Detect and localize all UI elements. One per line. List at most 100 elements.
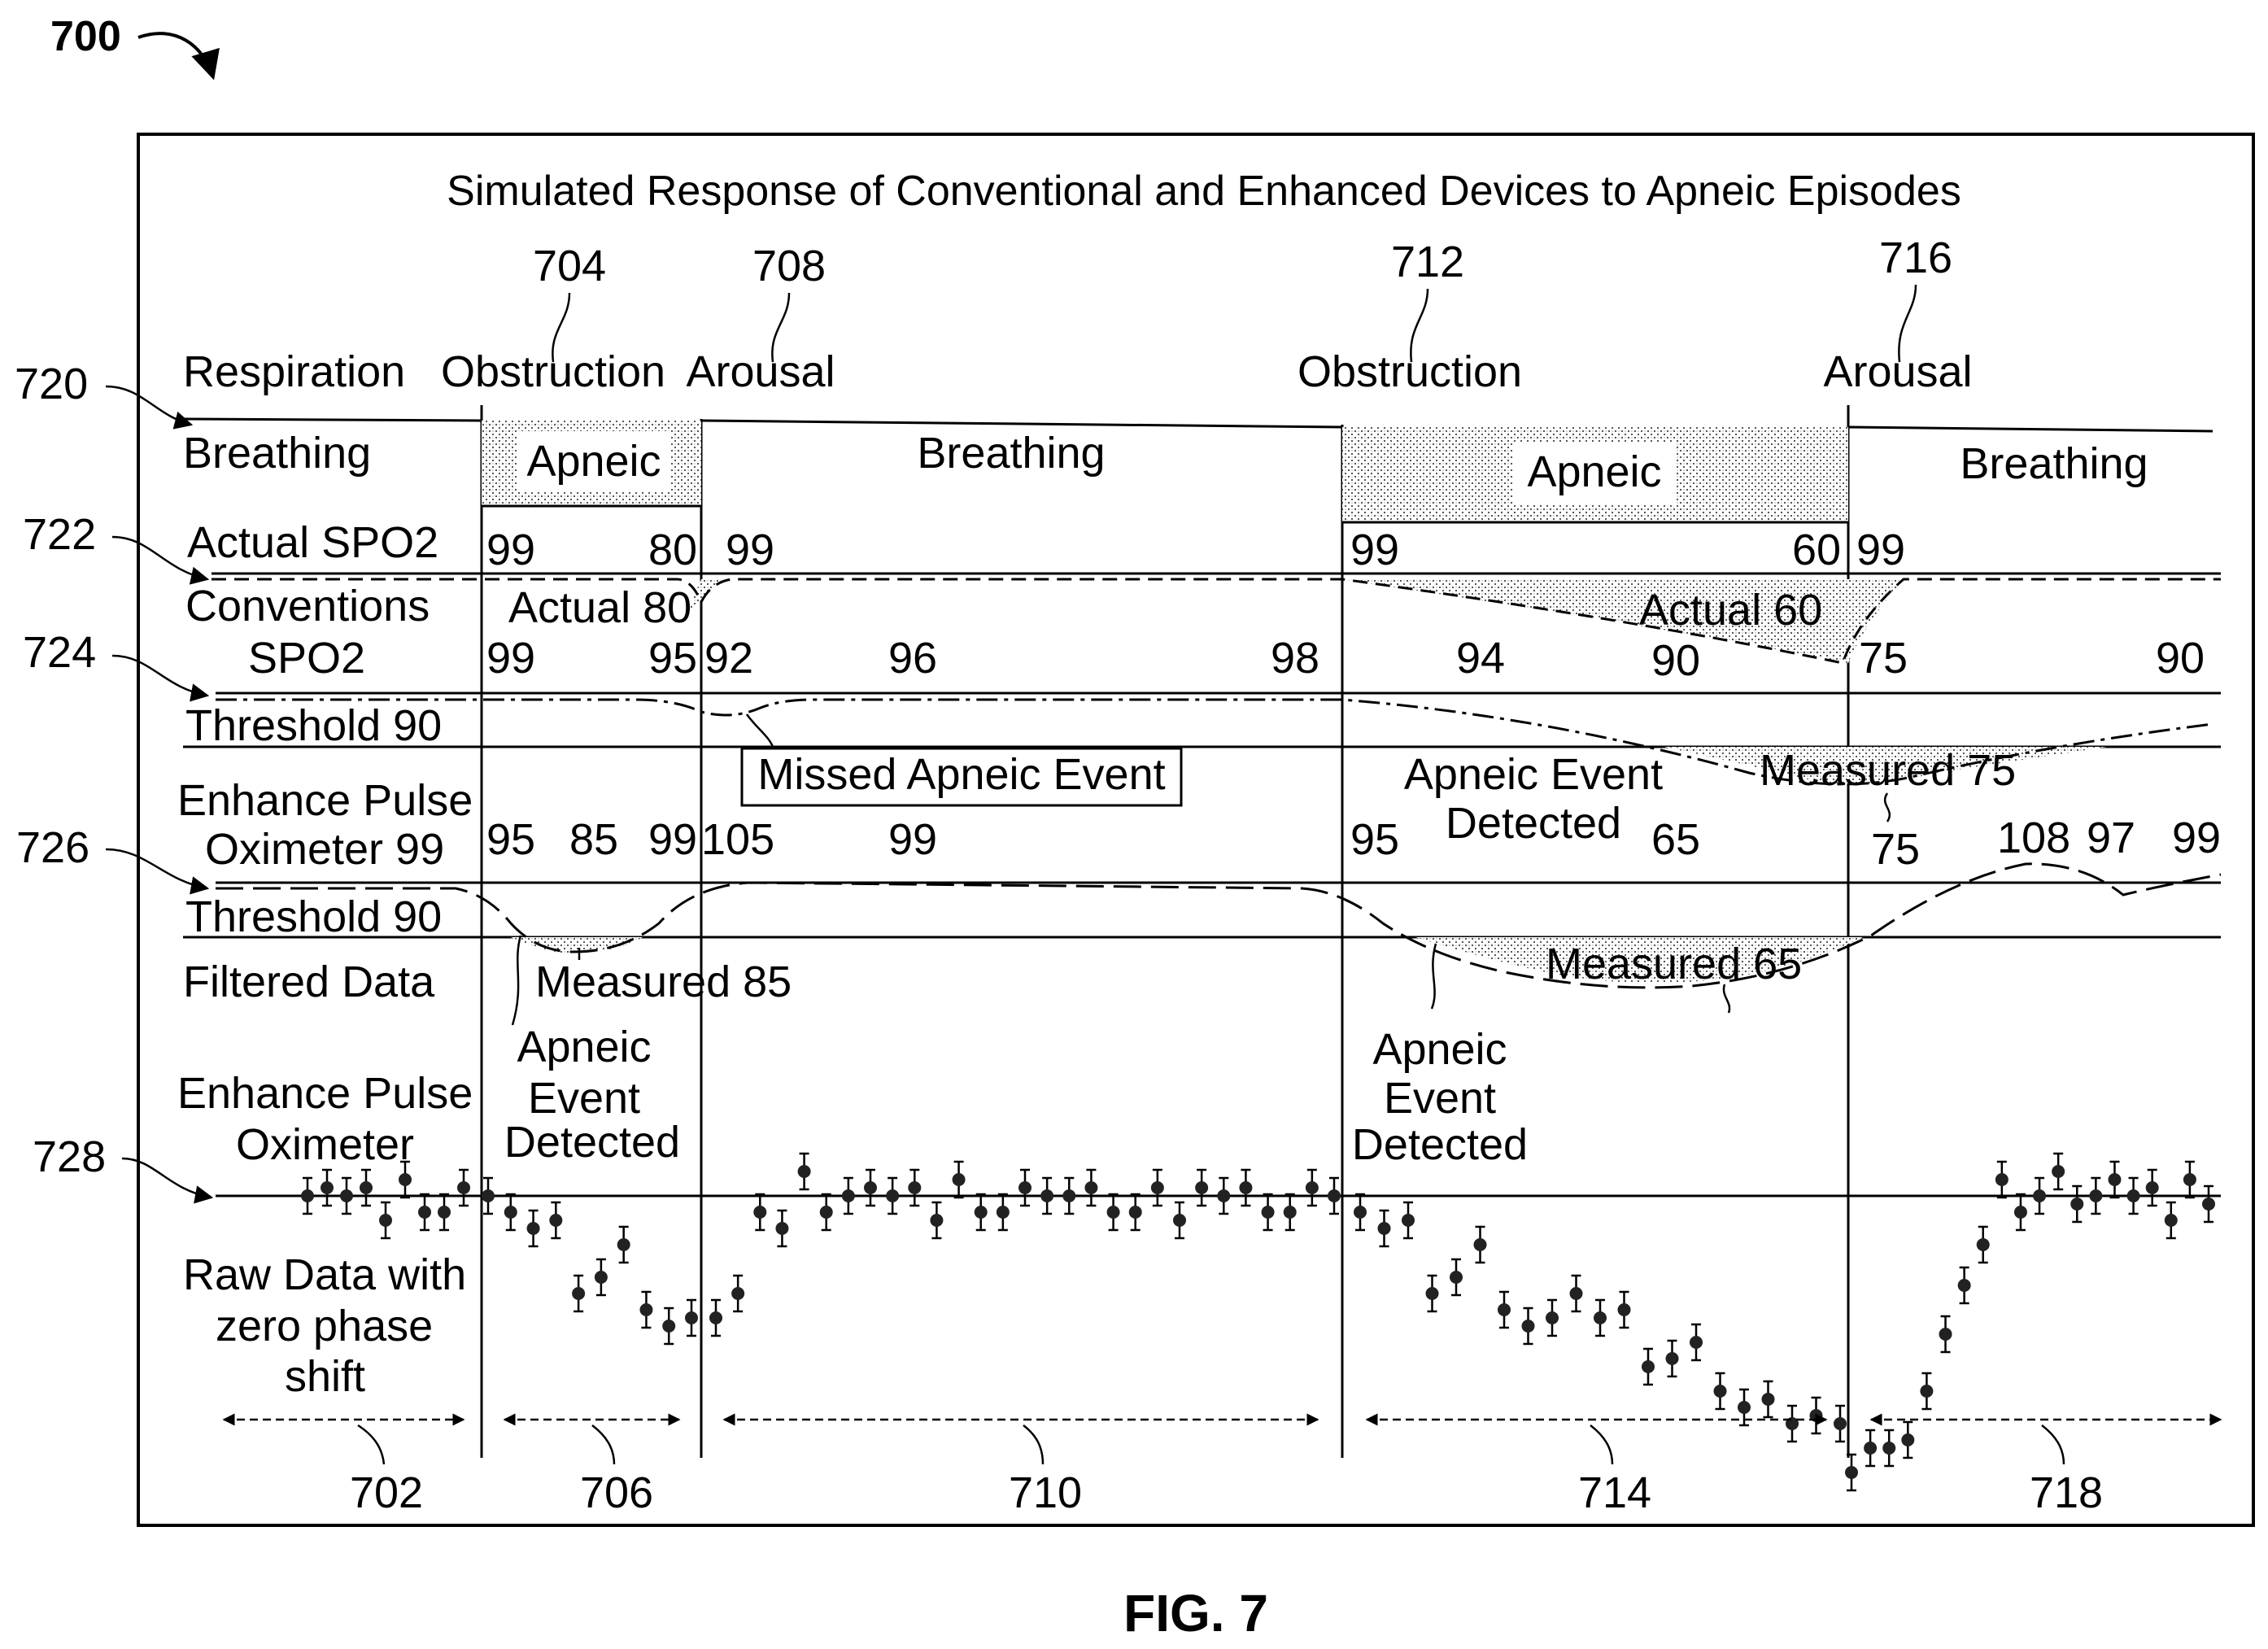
- conv-value-98: 98: [1271, 634, 1319, 683]
- raw-data-point: [952, 1173, 966, 1186]
- raw-data-point: [1377, 1222, 1391, 1235]
- raw-data-point: [549, 1214, 563, 1227]
- raw-data-point: [662, 1320, 676, 1333]
- ref-724: 724: [23, 628, 96, 677]
- raw-data-point: [639, 1303, 653, 1316]
- figure-frame: [137, 133, 2255, 1527]
- segment-714: 714: [1578, 1468, 1651, 1517]
- raw-data-point: [841, 1189, 855, 1202]
- apneic-label-bg-1: [517, 431, 670, 492]
- raw-data-point: [685, 1311, 698, 1324]
- respiration-breathing-line-2: [700, 419, 1343, 429]
- event-label-arousal-2: Arousal: [1823, 347, 1972, 396]
- raw-data-point: [1594, 1311, 1607, 1324]
- ref-712: 712: [1391, 238, 1464, 286]
- respiration-breathing-line-1: [182, 417, 482, 422]
- ref-716: 716: [1879, 233, 1952, 282]
- enh-detected-a-3: Detected: [504, 1118, 680, 1167]
- raw-data-point: [908, 1181, 922, 1194]
- raw-data-point: [2183, 1173, 2196, 1186]
- raw-data-point: [2126, 1189, 2140, 1202]
- conv-value-90: 90: [1651, 636, 1700, 685]
- enh-value-75: 75: [1871, 825, 1920, 874]
- enh-detected-b-2: Event: [1384, 1074, 1496, 1123]
- raw-data-point: [1402, 1214, 1415, 1227]
- ref-704-leader: [552, 292, 571, 363]
- raw-data-point: [379, 1214, 392, 1227]
- raw-data-point: [1864, 1442, 1878, 1455]
- enh-measured-shade-1: [511, 937, 643, 954]
- label-enhance-pulse-2: Enhance Pulse: [177, 1069, 473, 1118]
- conv-value-95: 95: [648, 634, 697, 683]
- raw-data-point: [731, 1287, 745, 1300]
- label-threshold-b: Threshold 90: [185, 892, 442, 941]
- conv-value-94: 94: [1456, 634, 1505, 683]
- raw-data-point: [340, 1189, 353, 1202]
- figure-caption: FIG. 7: [1123, 1584, 1268, 1642]
- raw-data-point: [1217, 1189, 1231, 1202]
- raw-data-point: [457, 1181, 470, 1194]
- raw-data-point: [2052, 1165, 2065, 1178]
- raw-data-point: [572, 1287, 586, 1300]
- ref-704: 704: [533, 242, 606, 290]
- segment-leader-702: [357, 1424, 386, 1465]
- raw-data-point: [1713, 1385, 1727, 1398]
- raw-data-point: [1040, 1189, 1054, 1202]
- raw-data-point: [1845, 1466, 1858, 1479]
- conv-spo2-dashdot: [216, 698, 2213, 786]
- segment-leader-718: [2041, 1424, 2065, 1465]
- raw-data-point: [526, 1222, 540, 1235]
- raw-data-point: [886, 1189, 900, 1202]
- conv-detected-label-1: Apneic Event: [1404, 750, 1663, 799]
- ref-708: 708: [752, 242, 826, 290]
- ref-728-arrow: [121, 1157, 214, 1204]
- raw-data-point: [1761, 1393, 1775, 1406]
- actual-value-99-b: 99: [726, 526, 774, 574]
- raw-data-point: [1106, 1206, 1120, 1219]
- raw-data-point: [753, 1206, 767, 1219]
- raw-data-point: [2033, 1189, 2047, 1202]
- actual-spo2-dashed: [212, 578, 2221, 665]
- conv-value-90-b: 90: [2156, 634, 2205, 683]
- actual-80-label: Actual 80: [508, 583, 691, 632]
- raw-data-point: [864, 1181, 877, 1194]
- actual-value-99-a: 99: [486, 526, 535, 574]
- enh-detected-a-1: Apneic: [517, 1023, 651, 1071]
- event-label-arousal-1: Arousal: [686, 347, 835, 396]
- raw-data-point: [1283, 1206, 1297, 1219]
- actual-value-80: 80: [648, 526, 697, 574]
- raw-data-point: [1690, 1336, 1703, 1349]
- raw-data-point: [1305, 1181, 1319, 1194]
- raw-data-point: [1738, 1401, 1751, 1414]
- raw-data-point: [1450, 1271, 1463, 1284]
- raw-data-point: [2013, 1206, 2027, 1219]
- raw-data-point: [617, 1238, 630, 1251]
- actual-value-99-d: 99: [1856, 526, 1905, 574]
- ref-708-leader: [771, 292, 791, 363]
- enh-value-105: 105: [701, 815, 774, 864]
- raw-data-point: [1128, 1206, 1142, 1219]
- actual-60-label: Actual 60: [1639, 586, 1822, 635]
- raw-data-point: [2070, 1197, 2084, 1211]
- conv-measured-leader: [1883, 792, 1891, 822]
- raw-data-point: [1546, 1311, 1559, 1324]
- raw-data-point: [1425, 1287, 1439, 1300]
- raw-data-point: [1084, 1181, 1098, 1194]
- conv-value-99: 99: [486, 634, 535, 683]
- raw-data-point: [797, 1165, 811, 1178]
- raw-data-point: [1995, 1173, 2008, 1186]
- enh-detected-b-1: Apneic: [1372, 1025, 1507, 1074]
- ref-726-arrow: [105, 848, 210, 895]
- raw-data-point: [1354, 1206, 1367, 1219]
- raw-data-point: [709, 1311, 722, 1324]
- enh-value-99-c: 99: [2172, 814, 2221, 862]
- raw-data-point: [1882, 1442, 1896, 1455]
- label-threshold-a: Threshold 90: [185, 701, 442, 750]
- enh-measured-shade-2: [1415, 937, 1863, 984]
- raw-data-point: [2164, 1214, 2178, 1227]
- figure-number-arrow: [137, 32, 220, 81]
- enh-value-97: 97: [2087, 814, 2135, 862]
- missed-apneic-label: Missed Apneic Event: [757, 750, 1165, 799]
- apneic-label-2: Apneic: [1527, 447, 1661, 496]
